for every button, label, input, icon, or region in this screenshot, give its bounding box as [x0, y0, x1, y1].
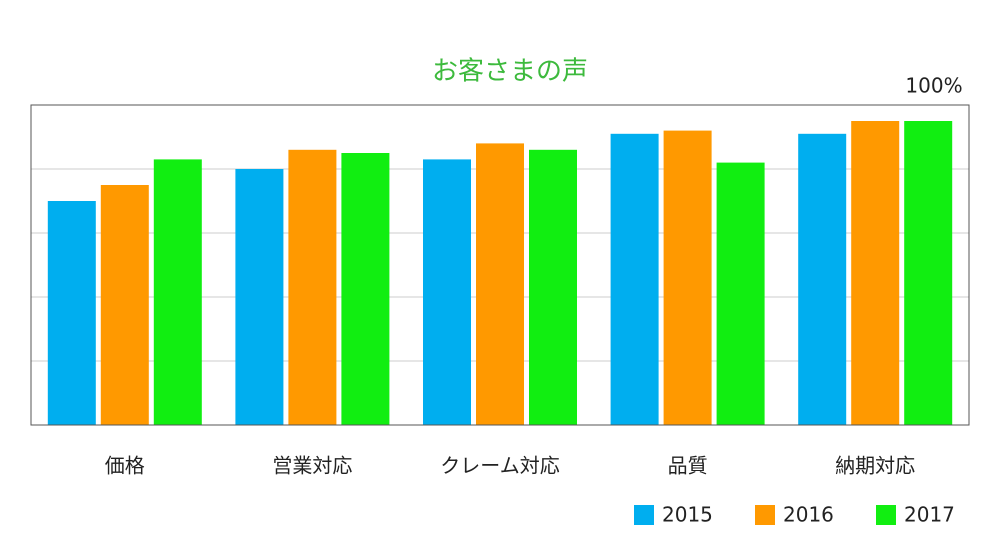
x-tick-label: 品質	[668, 454, 708, 478]
legend-label: 2017	[904, 503, 955, 527]
legend-swatch	[876, 505, 896, 525]
bar	[100, 185, 149, 425]
bar	[529, 149, 577, 426]
bar	[904, 121, 953, 425]
bar	[341, 153, 390, 425]
x-tick-label: 納期対応	[835, 454, 915, 478]
bar	[851, 121, 900, 425]
legend-swatch	[634, 505, 654, 525]
bar	[476, 143, 524, 425]
bar	[798, 133, 847, 426]
legend-label: 2015	[662, 503, 713, 527]
x-tick-label: 価格	[105, 454, 145, 478]
y-tick-label: 100%	[905, 74, 962, 98]
bar	[716, 162, 765, 425]
bar	[47, 201, 96, 425]
bar	[610, 133, 659, 426]
bar	[423, 159, 471, 425]
plot-frame	[30, 104, 970, 426]
bar	[288, 149, 337, 426]
legend-swatch	[755, 505, 775, 525]
x-tick-label: クレーム対応	[440, 454, 559, 478]
legend-label: 2016	[783, 503, 834, 527]
bar	[663, 130, 712, 425]
x-tick-label: 営業対応	[272, 454, 352, 478]
bar	[235, 169, 284, 425]
chart-title: お客さまの声	[432, 57, 588, 87]
bar	[153, 159, 202, 425]
